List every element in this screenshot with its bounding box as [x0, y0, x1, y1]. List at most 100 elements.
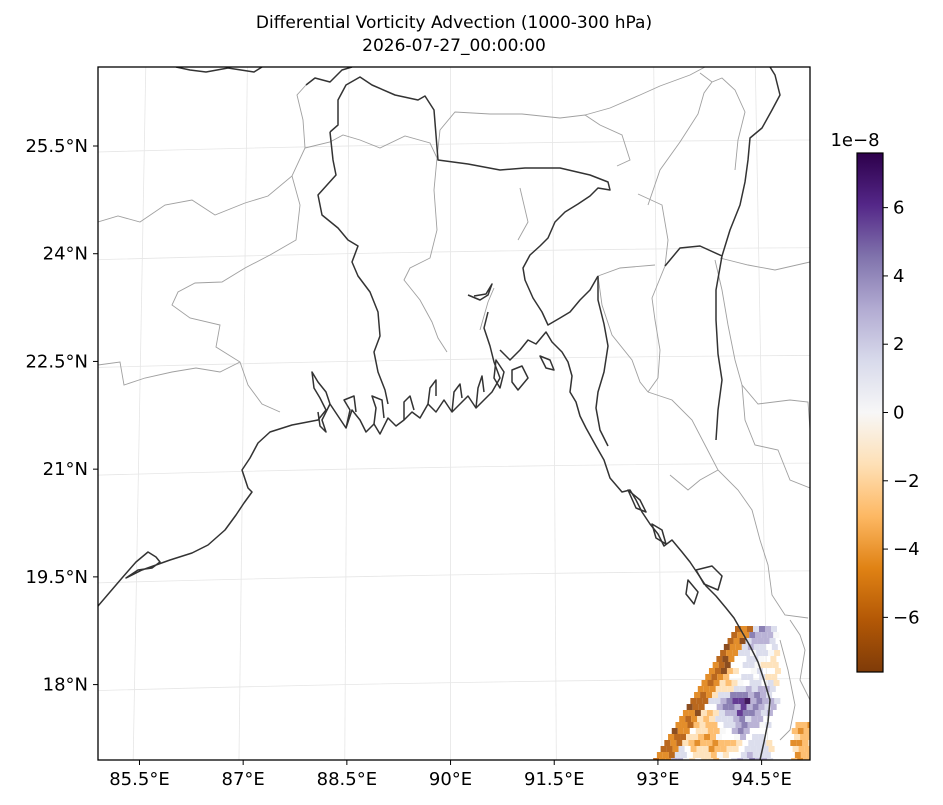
field-cell	[674, 734, 681, 740]
field-cell	[668, 734, 675, 740]
field-cell	[771, 674, 778, 680]
field-cell	[718, 710, 725, 716]
field-cell	[696, 746, 703, 752]
field-cell	[762, 698, 769, 704]
field-cell	[702, 746, 709, 752]
colorbar-tick-label: 2	[893, 334, 904, 355]
field-cell	[700, 740, 707, 746]
field-cell	[772, 662, 779, 668]
field-cell	[753, 722, 760, 728]
field-cell	[798, 746, 805, 752]
field-cell	[717, 674, 724, 680]
field-cell	[670, 740, 677, 746]
field-cell	[750, 746, 757, 752]
field-cell	[678, 746, 685, 752]
field-cell	[753, 626, 759, 632]
field-cell	[760, 692, 767, 698]
longitude-tick-label: 85.5°E	[109, 769, 169, 790]
field-cell	[742, 692, 749, 698]
field-cell	[739, 686, 746, 692]
field-cell	[722, 704, 729, 710]
field-cell	[685, 716, 692, 722]
field-cell	[774, 698, 781, 704]
field-cell	[693, 722, 700, 728]
field-cell	[741, 626, 747, 632]
field-cell	[791, 758, 798, 760]
field-cell	[716, 656, 723, 662]
latitude-tick-label: 25.5°N	[25, 136, 88, 157]
field-cell	[708, 668, 715, 674]
field-cell	[808, 740, 810, 746]
meridian-gridline	[344, 67, 350, 760]
field-cell	[748, 662, 755, 668]
field-cell	[727, 686, 734, 692]
field-cell	[711, 722, 718, 728]
field-cell	[801, 722, 808, 728]
field-cell	[755, 758, 762, 760]
field-cell	[764, 752, 771, 758]
field-cell	[730, 740, 737, 746]
colorbar-tick-label: −2	[893, 471, 920, 492]
field-cell	[704, 734, 711, 740]
field-cell	[752, 656, 759, 662]
field-cell	[730, 710, 737, 716]
field-cell	[706, 710, 713, 716]
field-cell	[741, 722, 748, 728]
field-cell	[694, 692, 701, 698]
field-cell	[694, 740, 701, 746]
field-cell	[726, 650, 733, 656]
field-cell	[706, 740, 713, 746]
field-cell	[754, 710, 761, 716]
field-cell	[764, 704, 771, 710]
field-cell	[701, 728, 708, 734]
field-cell	[748, 710, 755, 716]
field-cell	[758, 734, 765, 740]
field-cell	[734, 704, 741, 710]
field-cell	[758, 656, 765, 662]
field-cell	[767, 680, 774, 686]
field-cell	[724, 740, 731, 746]
field-cell	[692, 734, 699, 740]
field-cell	[662, 752, 669, 758]
field-cell	[688, 740, 695, 746]
field-cell	[671, 758, 678, 760]
field-cell	[748, 740, 755, 746]
field-cell	[700, 692, 707, 698]
field-cell	[707, 680, 714, 686]
field-cell	[739, 638, 746, 644]
field-cell	[765, 722, 772, 728]
field-cell	[735, 644, 742, 650]
field-cell	[809, 728, 810, 734]
field-cell	[711, 674, 718, 680]
parallel-gridline	[98, 247, 810, 261]
field-cell	[765, 674, 772, 680]
field-cell	[679, 716, 686, 722]
longitude-tick-label: 88.5°E	[317, 769, 377, 790]
field-cell	[723, 644, 730, 650]
field-cell	[743, 728, 750, 734]
field-cell	[659, 758, 666, 760]
field-cell	[709, 686, 716, 692]
field-cell	[714, 746, 721, 752]
field-cell	[725, 680, 732, 686]
field-cell	[759, 626, 765, 632]
field-cell	[758, 704, 765, 710]
field-cell	[773, 680, 780, 686]
field-cell	[713, 728, 720, 734]
field-cell	[754, 740, 761, 746]
field-cell	[746, 704, 753, 710]
field-cell	[653, 758, 660, 760]
field-cell	[744, 698, 751, 704]
field-cell	[771, 626, 777, 632]
field-cell	[672, 746, 679, 752]
field-cell	[680, 752, 687, 758]
parallel-gridline	[98, 355, 810, 368]
field-cell	[800, 734, 807, 740]
field-cell	[738, 650, 745, 656]
field-cell	[719, 680, 726, 686]
field-cell	[714, 668, 721, 674]
field-cell	[766, 740, 773, 746]
meridian-gridline	[551, 67, 557, 760]
parallel-gridline	[98, 462, 810, 476]
field-cell	[731, 728, 738, 734]
